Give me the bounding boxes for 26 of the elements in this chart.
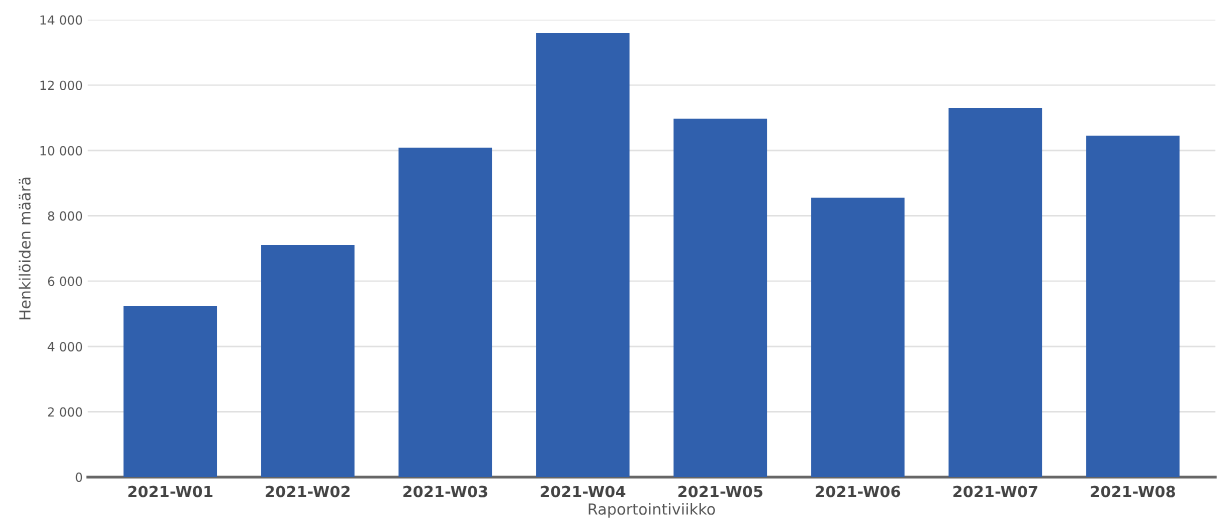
y-tick-label: 2 000 [48,407,83,417]
bar [398,147,493,478]
y-tick-label: 8 000 [47,211,83,221]
bar [1086,135,1180,478]
x-axis-title: Raportointiviikko [588,503,715,518]
bar [261,244,355,478]
bar [948,108,1043,478]
bar [123,305,218,478]
x-tick-label: 2021-W02 [265,485,350,498]
y-axis-title: Henkilöiden määrä [18,177,31,320]
x-tick-label: 2021-W03 [403,485,488,498]
x-tick-label: 2021-W04 [540,485,626,498]
x-tick-label: 2021-W01 [128,485,213,498]
y-tick-label: 4 000 [47,341,83,352]
y-tick-label: 6 000 [47,276,83,287]
y-tick-label: 12 000 [40,80,83,91]
x-tick-label: 2021-W06 [815,485,901,498]
y-tick-label: 0 [75,472,83,483]
y-tick-label: 14 000 [40,15,83,25]
x-tick-label: 2021-W05 [678,485,763,498]
bar [536,32,630,478]
x-tick-label: 2021-W08 [1090,485,1176,498]
x-tick-label: 2021-W07 [953,485,1038,498]
bar [673,118,768,478]
y-tick-label: 10 000 [40,145,83,156]
bar [811,197,905,478]
